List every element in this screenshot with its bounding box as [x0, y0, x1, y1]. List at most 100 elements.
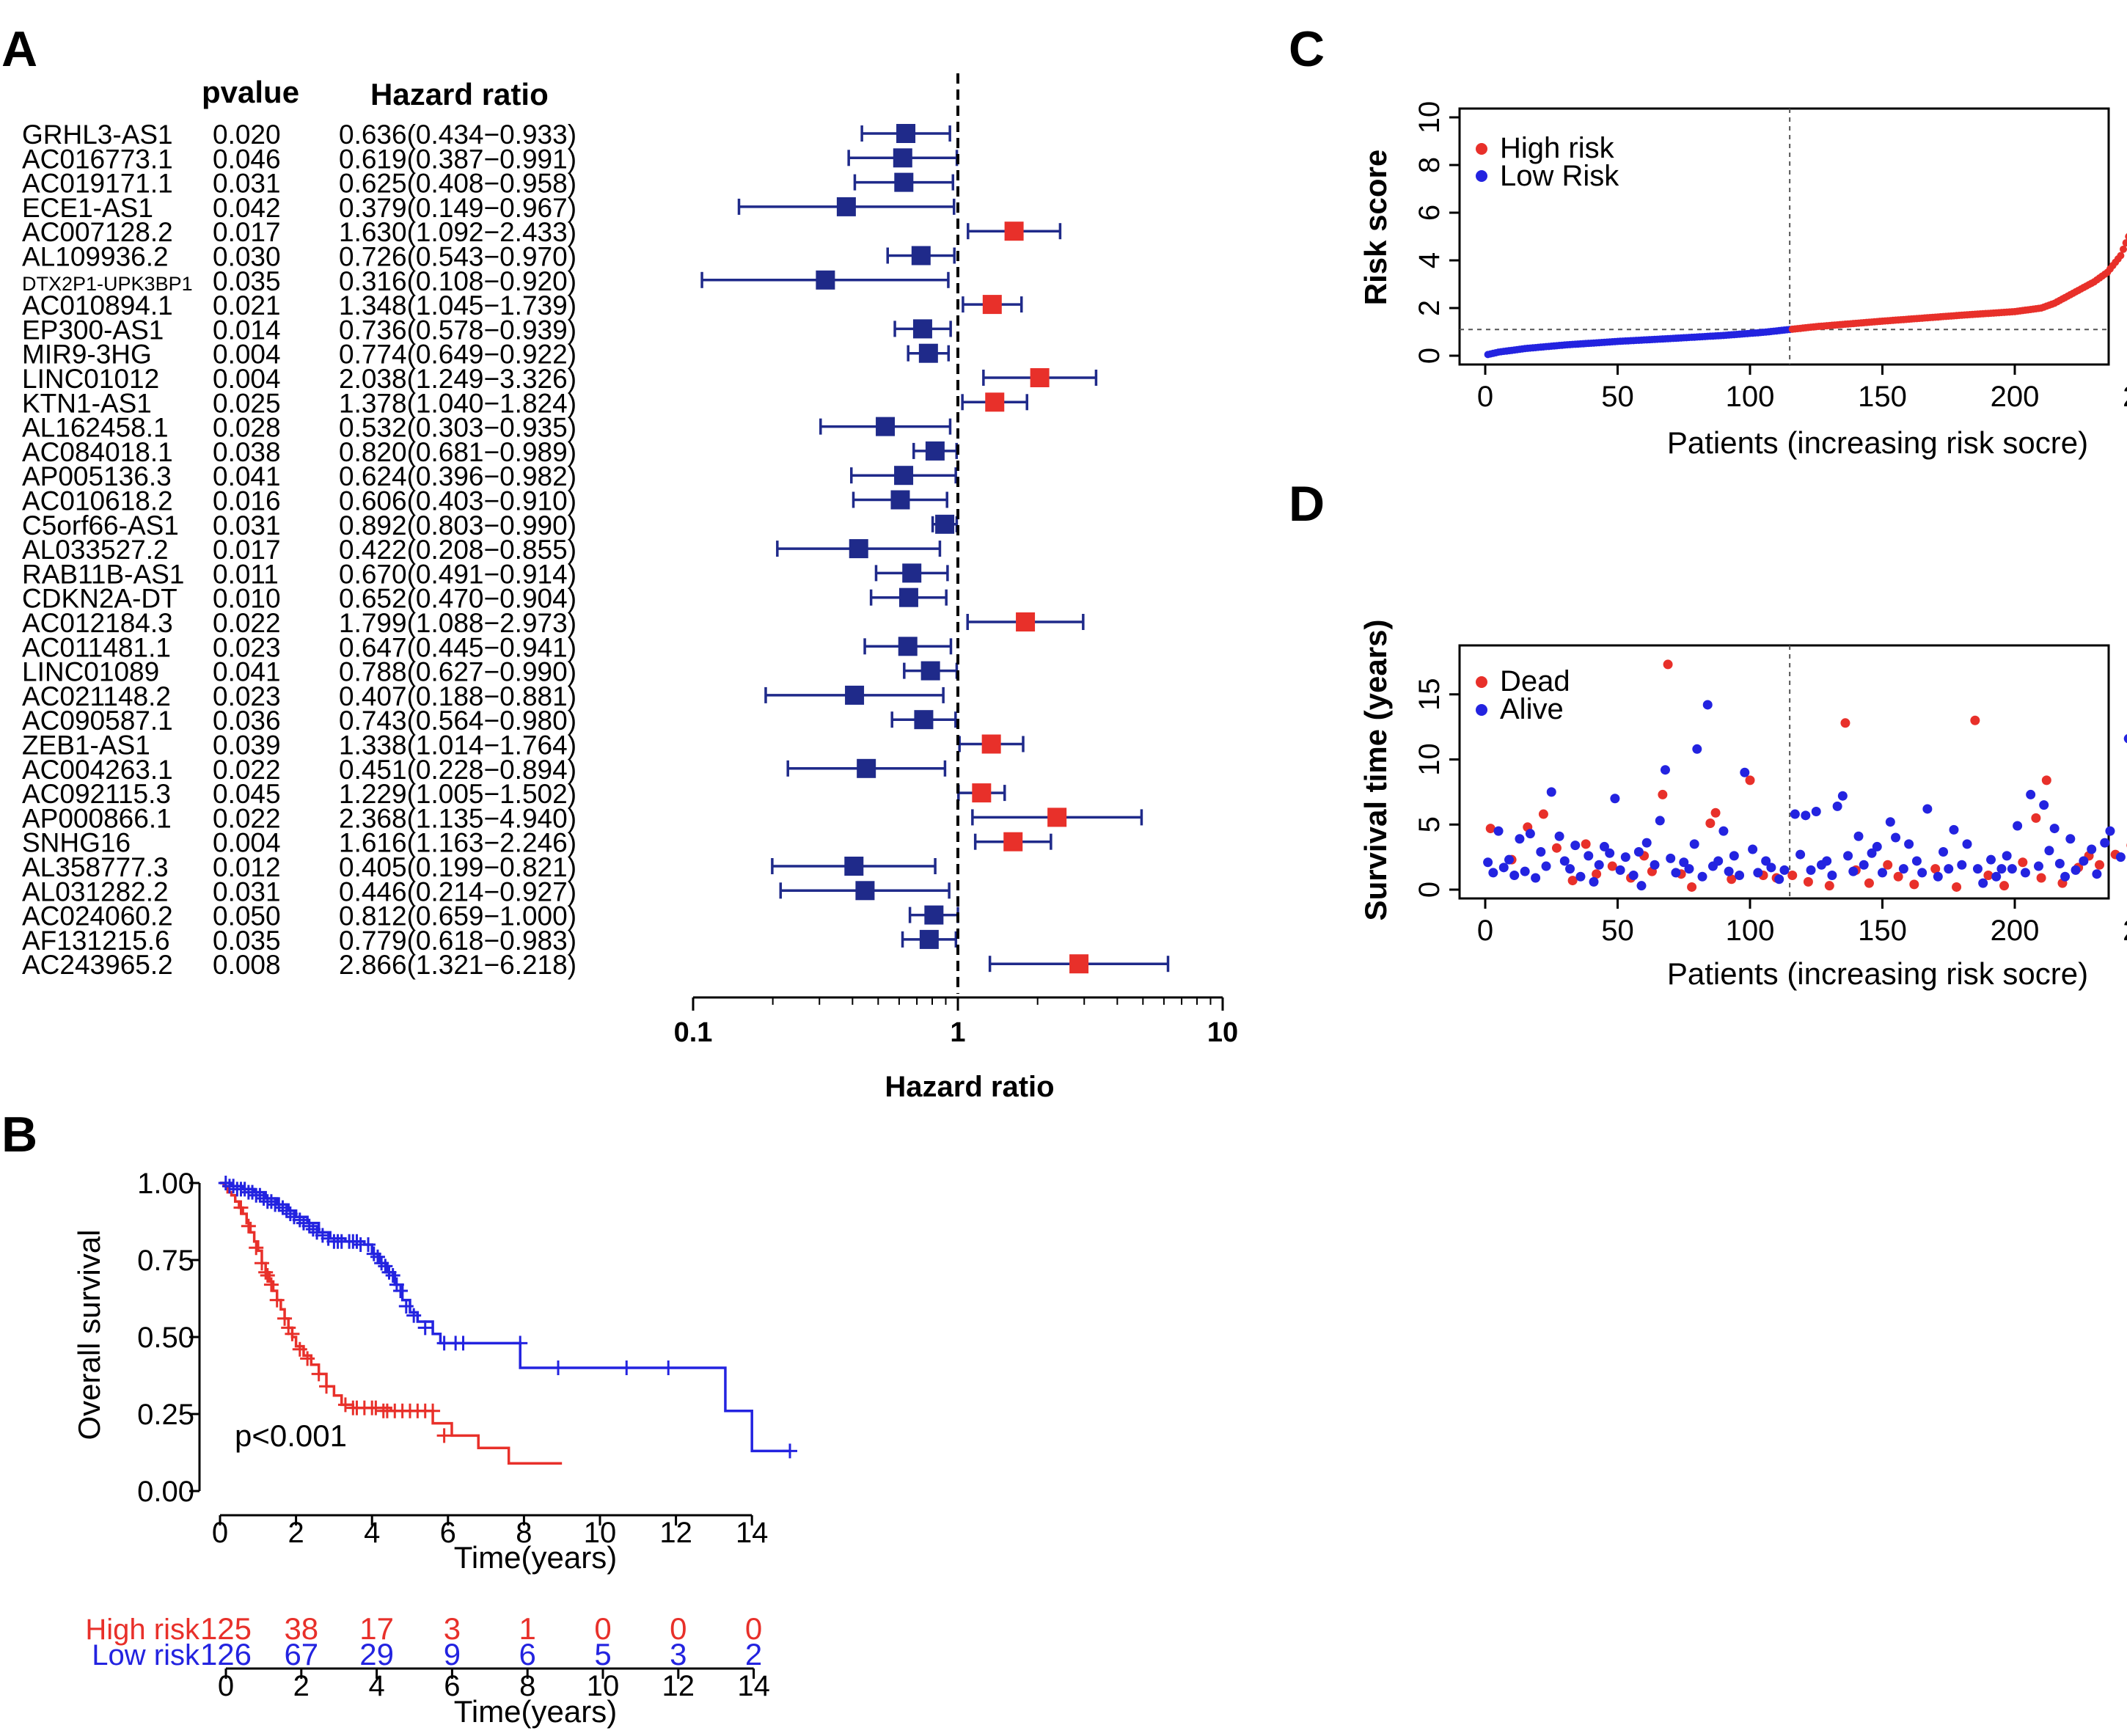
surv-point-alive	[1872, 841, 1882, 851]
p-value: 0.008	[213, 950, 281, 980]
risk-point	[2122, 239, 2127, 247]
risk-y-tick-label: 0	[1413, 348, 1446, 364]
hr-marker	[1004, 221, 1024, 241]
surv-point-alive	[1978, 878, 1988, 888]
hr-marker	[857, 758, 876, 778]
p-value: 0.031	[213, 876, 281, 907]
km-censor-mark	[661, 1360, 676, 1375]
hr-ci-text: 1.378(1.040−1.824)	[339, 388, 576, 418]
p-value: 0.046	[213, 144, 281, 174]
hr-marker	[849, 539, 868, 559]
hr-ci-text: 1.630(1.092−2.433)	[339, 217, 576, 247]
surv-point-alive	[2105, 826, 2115, 836]
surv-point-alive	[1837, 791, 1848, 801]
km-x-tick-label: 6	[440, 1517, 456, 1549]
surv-point-alive	[1628, 870, 1639, 880]
surv-point-alive	[1655, 816, 1665, 826]
km-censor-mark	[417, 1320, 433, 1336]
hr-marker	[1003, 832, 1023, 851]
gene-label: AC021148.2	[22, 681, 171, 711]
km-p-value: p<0.001	[235, 1418, 347, 1453]
surv-point-alive	[1702, 700, 1713, 710]
km-x-axis-label: Time(years)	[454, 1540, 617, 1575]
gene-label: KTN1-AS1	[22, 388, 152, 418]
hr-ci-text: 1.348(1.045−1.739)	[339, 290, 576, 321]
risk-table-count: 0	[594, 1611, 611, 1646]
surv-point-alive	[1660, 765, 1670, 775]
surv-point-alive	[2060, 871, 2071, 882]
surv-point-alive	[1525, 829, 1535, 839]
forest-x-tick-label: 0.1	[674, 1017, 713, 1048]
surv-point-alive	[1933, 871, 1943, 882]
surv-point-alive	[1650, 860, 1660, 870]
risk-table-count: 6	[519, 1637, 536, 1671]
surv-point-alive	[1996, 864, 2007, 874]
risk-table-x-tick-label: 12	[662, 1670, 695, 1702]
surv-point-alive	[1729, 851, 1739, 861]
surv-point-alive	[1684, 864, 1694, 874]
surv-point-alive	[1766, 862, 1776, 873]
surv-point-alive	[1520, 866, 1530, 876]
forest-plot: pvalue Hazard ratio GRHL3-AS1 0.020 0.636(…	[22, 73, 1238, 1103]
surv-y-axis-label: Survival time (years)	[1358, 620, 1393, 921]
risk-x-tick-label: 0	[1477, 381, 1493, 413]
gene-label: MIR9-3HG	[22, 340, 152, 370]
gene-label: AC010894.1	[22, 290, 173, 321]
km-censor-mark	[263, 1277, 279, 1292]
hr-marker	[920, 661, 940, 681]
km-censor-mark	[269, 1292, 285, 1308]
surv-point-dead	[1581, 839, 1591, 849]
gene-label: AC092115.3	[22, 779, 171, 809]
surv-point-alive	[1853, 831, 1864, 841]
gene-label: GRHL3-AS1	[22, 120, 173, 150]
p-value: 0.041	[213, 461, 281, 491]
p-value: 0.042	[213, 193, 281, 223]
surv-point-dead	[1864, 878, 1874, 888]
hr-ci-text: 0.670(0.491−0.914)	[339, 559, 576, 589]
p-value: 0.017	[213, 535, 281, 565]
hr-ci-text: 0.625(0.408−0.958)	[339, 169, 576, 199]
p-value: 0.025	[213, 388, 281, 418]
surv-point-alive	[1531, 873, 1541, 883]
km-censor-mark	[249, 1240, 264, 1256]
hr-marker	[918, 343, 938, 363]
gene-label: AC004263.1	[22, 755, 173, 785]
surv-point-alive	[1515, 834, 1525, 844]
p-value: 0.023	[213, 632, 281, 662]
surv-point-alive	[1991, 871, 2002, 882]
km-y-tick-label: 1.00	[137, 1168, 194, 1200]
pvalue-header: pvalue	[202, 75, 299, 109]
hr-ci-text: 0.619(0.387−0.991)	[339, 144, 576, 174]
hr-marker	[1030, 368, 1050, 387]
surv-point-dead	[1824, 881, 1834, 891]
surv-point-alive	[1811, 807, 1821, 816]
risk-x-tick-label: 50	[1601, 381, 1634, 413]
surv-point-dead	[1840, 718, 1850, 728]
surv-point-dead	[1787, 870, 1798, 880]
surv-y-tick-label: 5	[1413, 816, 1446, 832]
km-censor-mark	[254, 1256, 269, 1271]
risk-table-count: 0	[670, 1611, 687, 1646]
surv-point-alive	[1599, 841, 1609, 851]
surv-point-alive	[1692, 744, 1702, 754]
gene-label: AL031282.2	[22, 876, 169, 907]
gene-label: AC010618.2	[22, 486, 173, 516]
p-value: 0.050	[213, 901, 281, 931]
risk-x-tick-label: 150	[1858, 381, 1907, 413]
hr-marker	[919, 929, 939, 949]
risk-table-x-tick-label: 2	[293, 1670, 310, 1702]
hr-marker	[890, 490, 910, 510]
panel-label-d: D	[1289, 476, 1325, 532]
hr-ci-text: 0.774(0.649−0.922)	[339, 340, 576, 370]
hr-ci-text: 0.624(0.396−0.982)	[339, 461, 576, 491]
risk-table-row-label: High risk	[85, 1614, 200, 1646]
hr-ci-text: 0.892(0.803−0.990)	[339, 510, 576, 541]
p-value: 0.038	[213, 437, 281, 467]
surv-point-alive	[1891, 832, 1901, 843]
hr-marker	[1016, 612, 1036, 631]
risk-table-count: 67	[284, 1637, 318, 1671]
surv-point-dead	[1485, 824, 1496, 834]
hr-ci-text: 0.379(0.149−0.967)	[339, 193, 576, 223]
risk-table-x-tick-label: 6	[444, 1670, 460, 1702]
